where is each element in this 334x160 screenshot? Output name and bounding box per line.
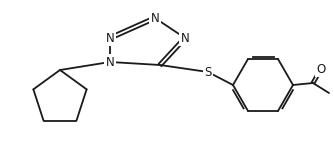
- Text: N: N: [106, 56, 114, 68]
- Text: S: S: [204, 65, 212, 79]
- Text: O: O: [316, 63, 326, 76]
- Text: N: N: [106, 32, 114, 44]
- Text: N: N: [151, 12, 159, 24]
- Text: N: N: [181, 32, 189, 44]
